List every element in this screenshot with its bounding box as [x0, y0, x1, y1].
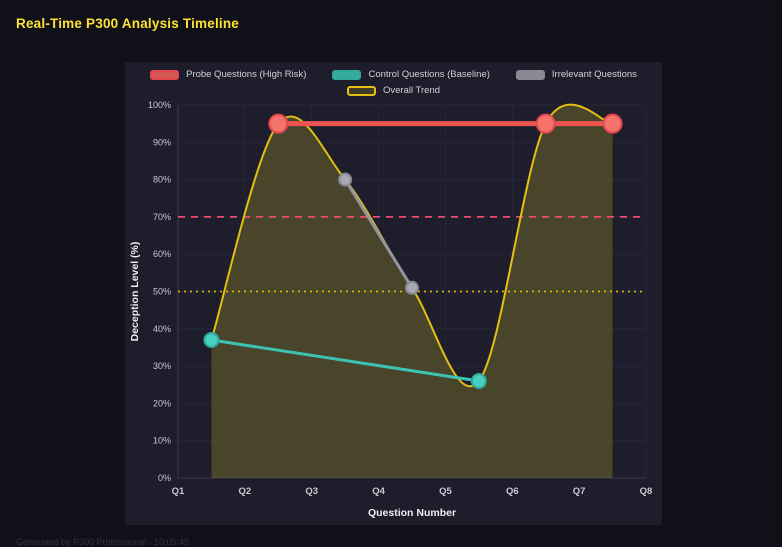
- svg-text:40%: 40%: [153, 324, 171, 334]
- svg-text:Question Number: Question Number: [368, 507, 456, 519]
- legend-row: Overall Trend: [346, 85, 441, 96]
- footer-caption: Generated by P300 Professional - 10:05:4…: [16, 537, 190, 547]
- chart-panel: Probe Questions (High Risk) Control Quest…: [125, 62, 662, 525]
- legend-label: Overall Trend: [382, 85, 441, 96]
- svg-text:Q6: Q6: [506, 486, 519, 497]
- svg-text:20%: 20%: [153, 398, 171, 408]
- svg-text:Q8: Q8: [640, 486, 653, 497]
- legend-row: Probe Questions (High Risk) Control Quest…: [150, 69, 637, 80]
- svg-text:50%: 50%: [153, 287, 171, 297]
- svg-text:100%: 100%: [148, 100, 171, 110]
- chart-legend: Probe Questions (High Risk) Control Quest…: [125, 69, 662, 96]
- svg-text:10%: 10%: [153, 436, 171, 446]
- legend-item[interactable]: Irrelevant Questions: [515, 69, 637, 80]
- chart-canvas: Q1 Q2 Q3 Q4 Q5 Q6 Q7 Q8 0% 10% 20% 30% 40% 50% 60% 70% 8…: [129, 100, 653, 519]
- svg-text:90%: 90%: [153, 137, 171, 147]
- legend-swatch: [346, 85, 376, 96]
- svg-text:70%: 70%: [153, 212, 171, 222]
- svg-text:Q7: Q7: [573, 486, 586, 497]
- svg-text:Q1: Q1: [172, 486, 185, 497]
- legend-label: Irrelevant Questions: [551, 69, 637, 80]
- svg-text:Deception Level (%): Deception Level (%): [129, 242, 141, 342]
- legend-swatch: [515, 69, 545, 80]
- legend-item[interactable]: Overall Trend: [346, 85, 441, 96]
- legend-swatch: [150, 69, 180, 80]
- svg-text:Q3: Q3: [305, 486, 318, 497]
- svg-text:Q2: Q2: [239, 486, 252, 497]
- svg-text:0%: 0%: [158, 473, 171, 483]
- svg-text:80%: 80%: [153, 175, 171, 185]
- svg-text:Q5: Q5: [439, 486, 452, 497]
- legend-label: Control Questions (Baseline): [368, 69, 490, 80]
- legend-item[interactable]: Probe Questions (High Risk): [150, 69, 306, 80]
- svg-text:Q4: Q4: [372, 486, 385, 497]
- legend-swatch: [332, 69, 362, 80]
- page-title: Real-Time P300 Analysis Timeline: [16, 16, 240, 31]
- svg-text:60%: 60%: [153, 249, 171, 259]
- legend-item[interactable]: Control Questions (Baseline): [332, 69, 490, 80]
- svg-text:30%: 30%: [153, 361, 171, 371]
- legend-label: Probe Questions (High Risk): [186, 69, 307, 80]
